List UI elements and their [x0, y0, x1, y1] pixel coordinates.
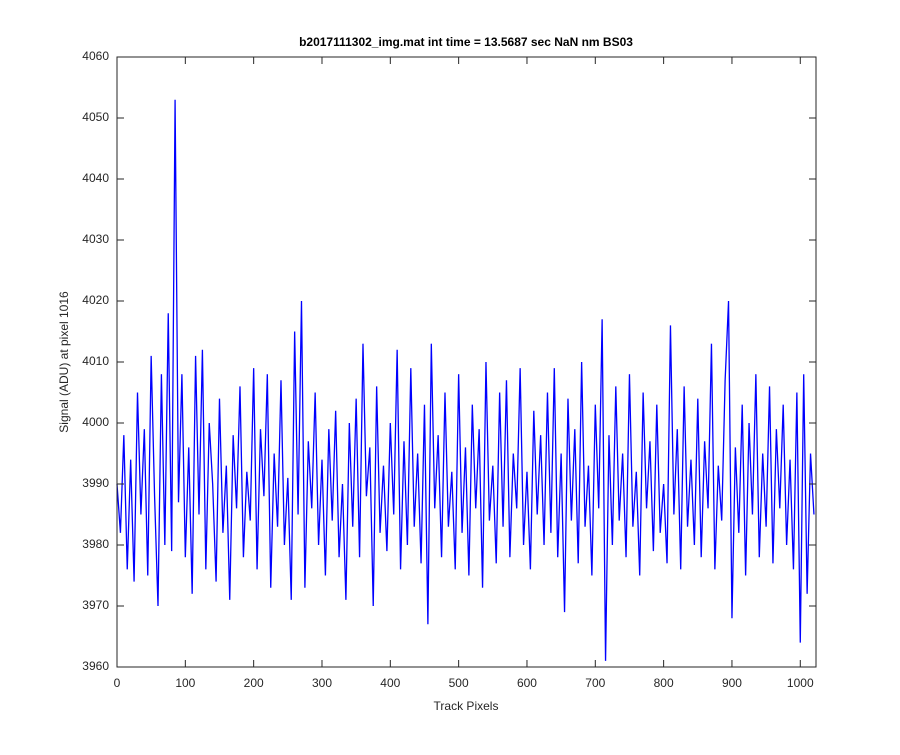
- y-tick-label: 3980: [82, 537, 109, 551]
- x-tick-label: 900: [722, 676, 742, 690]
- y-tick-label: 4000: [82, 415, 109, 429]
- y-tick-label: 4050: [82, 110, 109, 124]
- y-tick-label: 3990: [82, 476, 109, 490]
- x-tick-label: 800: [654, 676, 674, 690]
- x-tick-label: 700: [585, 676, 605, 690]
- y-tick-label: 3960: [82, 659, 109, 673]
- y-tick-label: 4020: [82, 293, 109, 307]
- chart-title: b2017111302_img.mat int time = 13.5687 s…: [299, 35, 633, 49]
- x-tick-label: 400: [380, 676, 400, 690]
- x-tick-label: 300: [312, 676, 332, 690]
- x-tick-label: 200: [244, 676, 264, 690]
- x-tick-label: 500: [449, 676, 469, 690]
- data-line: [116, 99, 815, 661]
- x-tick-label: 600: [517, 676, 537, 690]
- y-axis-label: Signal (ADU) at pixel 1016: [57, 291, 71, 433]
- x-tick-label: 100: [175, 676, 195, 690]
- y-tick-label: 4060: [82, 49, 109, 63]
- y-tick-label: 4010: [82, 354, 109, 368]
- y-tick-label: 3970: [82, 598, 109, 612]
- y-tick-label: 4040: [82, 171, 109, 185]
- x-tick-label: 0: [114, 676, 121, 690]
- x-tick-label: 1000: [787, 676, 814, 690]
- x-axis-label: Track Pixels: [434, 699, 499, 713]
- y-tick-label: 4030: [82, 232, 109, 246]
